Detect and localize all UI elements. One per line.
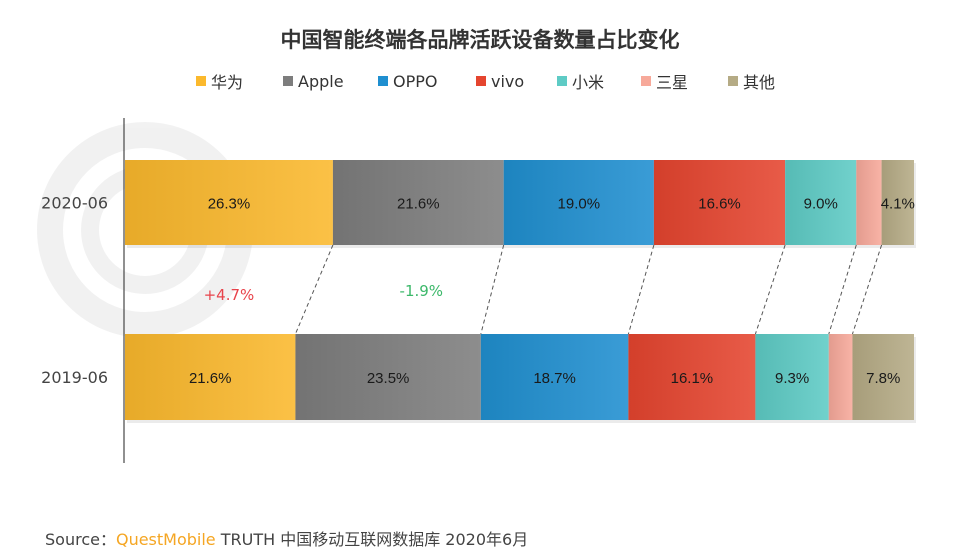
data-label: 4.1% (881, 196, 915, 213)
bar-segment (295, 334, 481, 420)
bar-segment (628, 334, 756, 420)
data-label: 19.0% (558, 196, 601, 213)
legend-item-其他: 其他 (728, 70, 775, 92)
bar-segment (125, 334, 296, 420)
change-annotation: +4.7% (204, 286, 255, 304)
legend-swatch (557, 76, 567, 86)
category-label: 2019-06 (41, 368, 108, 387)
bar-segment (332, 160, 504, 245)
bar-segment (125, 160, 333, 245)
connector-line (294, 244, 334, 335)
legend-swatch (378, 76, 388, 86)
legend-item-三星: 三星 (641, 70, 688, 92)
legend-item-oppo: OPPO (378, 70, 437, 92)
connector-line (851, 244, 883, 335)
legend-item-apple: Apple (283, 70, 344, 92)
category-label: 2020-06 (41, 194, 108, 213)
bar-segment (828, 334, 853, 420)
source-note: Source：QuestMobile TRUTH 中国移动互联网数据库 2020… (45, 526, 528, 550)
bar-segment (856, 160, 882, 245)
data-label: 23.5% (367, 370, 410, 387)
change-annotation: -1.9% (400, 282, 444, 300)
bar-segment (755, 334, 829, 420)
data-label: 18.7% (533, 370, 576, 387)
data-label: 21.6% (397, 196, 440, 213)
connector-line (754, 244, 786, 335)
data-label: 16.1% (671, 370, 714, 387)
legend-swatch (283, 76, 293, 86)
chart-title: 中国智能终端各品牌活跃设备数量占比变化 (280, 28, 680, 52)
legend-item-vivo: vivo (476, 70, 524, 92)
legend-swatch (641, 76, 651, 86)
legend-label: 华为 (211, 73, 244, 92)
legend-label: vivo (491, 71, 525, 91)
legend-label: 三星 (656, 73, 689, 92)
legend-label: 其他 (743, 73, 776, 92)
legend-label: OPPO (393, 71, 438, 91)
data-label: 9.0% (804, 196, 838, 213)
legend-swatch (196, 76, 206, 86)
legend-swatch (728, 76, 738, 86)
bar-segment (785, 160, 857, 245)
bar-segment (503, 160, 654, 245)
bar-segment (480, 334, 629, 420)
bar-segment (653, 160, 786, 245)
legend-label: Apple (298, 71, 344, 91)
data-label: 9.3% (775, 370, 809, 387)
connector-line (627, 244, 655, 335)
data-label: 26.3% (208, 196, 251, 213)
connector-line (828, 244, 857, 335)
source-rest: TRUTH 中国移动互联网数据库 2020年6月 (215, 530, 529, 549)
legend-item-华为: 华为 (196, 70, 243, 92)
legend-swatch (476, 76, 486, 86)
source-prefix: Source： (45, 530, 116, 549)
chart-legend: 华为 Apple OPPO vivo 小米 三星 其他 (0, 70, 960, 92)
bar-segment (852, 334, 914, 420)
legend-item-小米: 小米 (557, 70, 604, 92)
data-label: 16.6% (698, 196, 741, 213)
data-label: 21.6% (189, 370, 232, 387)
data-label: 7.8% (866, 370, 900, 387)
bar-segment (881, 160, 914, 245)
connector-line (480, 244, 505, 335)
source-brand: QuestMobile (115, 530, 216, 549)
legend-label: 小米 (572, 73, 605, 92)
